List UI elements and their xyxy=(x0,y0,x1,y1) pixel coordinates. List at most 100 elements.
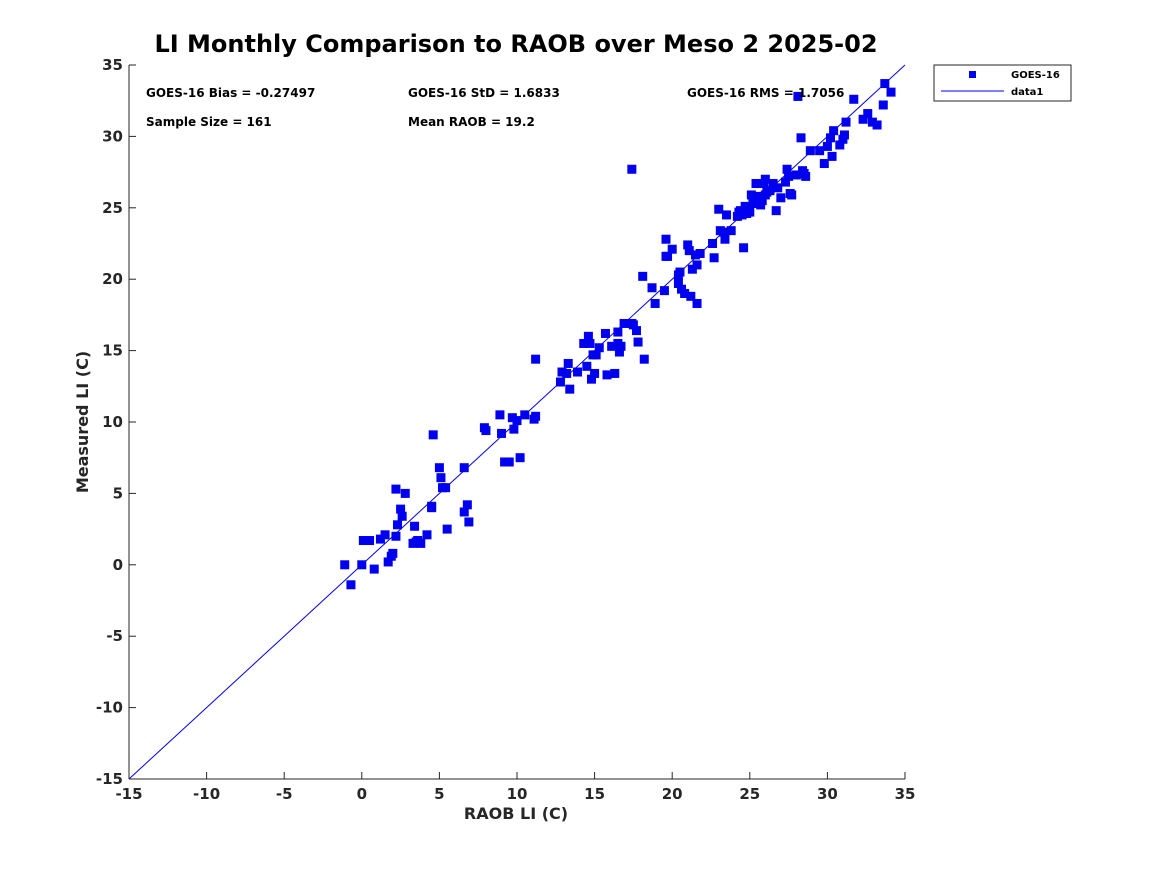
scatter-point xyxy=(726,226,736,236)
x-ticks: -15 -10 -5 0 5 10 15 20 25 30 35 xyxy=(115,772,915,803)
scatter-point xyxy=(610,368,620,378)
scatter-point xyxy=(391,531,401,541)
scatter-point xyxy=(805,146,815,156)
scatter-point xyxy=(428,430,438,440)
scatter-point xyxy=(340,560,350,570)
scatter-point xyxy=(835,140,845,150)
scatter-point xyxy=(695,248,705,258)
scatter-point xyxy=(388,548,398,558)
scatter-point xyxy=(555,377,565,387)
scatter-point xyxy=(515,453,525,463)
scatter-point xyxy=(594,343,604,353)
scatter-point xyxy=(442,524,452,534)
scatter-point xyxy=(787,190,797,200)
scatter-point xyxy=(586,374,596,384)
y-tick-label: 35 xyxy=(102,56,123,74)
scatter-point xyxy=(427,503,437,513)
x-tick-label: 20 xyxy=(662,785,683,803)
scatter-point xyxy=(459,463,469,473)
scatter-point xyxy=(562,368,572,378)
scatter-point xyxy=(619,318,629,328)
scatter-point xyxy=(481,426,491,436)
scatter-point xyxy=(416,538,426,548)
scatter-point xyxy=(346,580,356,590)
scatter-point xyxy=(573,367,583,377)
x-tick-label: 10 xyxy=(507,785,528,803)
scatter-point xyxy=(791,170,801,180)
scatter-point xyxy=(841,117,851,127)
stat-mean-raob: Mean RAOB = 19.2 xyxy=(408,115,535,129)
scatter-point xyxy=(512,416,522,426)
scatter-point xyxy=(872,120,882,130)
y-tick-label: 0 xyxy=(113,556,123,574)
chart-title: LI Monthly Comparison to RAOB over Meso … xyxy=(154,30,877,58)
scatter-point xyxy=(627,164,637,174)
scatter-point xyxy=(650,298,660,308)
y-tick-label: 20 xyxy=(102,270,123,288)
scatter-point xyxy=(708,239,718,248)
scatter-point xyxy=(397,511,407,521)
legend: GOES-16 data1 xyxy=(933,64,1072,102)
scatter-point xyxy=(579,338,589,348)
scatter-point xyxy=(661,234,671,244)
scatter-point xyxy=(771,206,781,216)
scatter-point xyxy=(495,410,505,420)
y-tick-label: 10 xyxy=(102,413,123,431)
scatter-point xyxy=(886,87,896,97)
scatter-point xyxy=(647,283,657,293)
scatter-point xyxy=(720,234,730,244)
y-ticks: -15 -10 -5 0 5 10 15 20 25 30 35 xyxy=(96,56,136,788)
scatter-point xyxy=(692,260,702,270)
scatter-point xyxy=(441,483,451,493)
x-tick-label: -5 xyxy=(276,785,293,803)
scatter-point xyxy=(878,100,888,110)
scatter-point xyxy=(880,79,890,89)
scatter-point xyxy=(391,484,401,494)
scatter-point xyxy=(602,370,612,380)
scatter-point xyxy=(796,133,806,143)
scatter-point xyxy=(722,210,732,220)
scatter-point xyxy=(590,368,600,378)
y-axis-label: Measured LI (C) xyxy=(73,351,92,493)
y-tick-label: 25 xyxy=(102,199,123,217)
stats-annotations: GOES-16 Bias = -0.27497 GOES-16 StD = 1.… xyxy=(146,86,844,129)
scatter-point xyxy=(760,174,770,184)
scatter-point xyxy=(793,91,803,101)
scatter-point xyxy=(734,207,744,217)
scatter-point xyxy=(583,331,593,341)
scatter-point xyxy=(745,207,755,217)
scatter-point xyxy=(680,288,690,298)
scatter-point xyxy=(829,126,839,136)
scatter-point xyxy=(422,530,432,540)
scatter-point xyxy=(531,354,541,364)
scatter-point xyxy=(776,193,786,203)
scatter-point xyxy=(756,200,766,210)
scatter-point xyxy=(434,463,444,473)
scatter-point xyxy=(784,171,794,181)
scatter-point xyxy=(667,244,677,254)
scatter-point xyxy=(661,251,671,261)
scatter-point xyxy=(827,151,837,161)
scatter-point xyxy=(591,350,601,360)
scatter-point xyxy=(365,536,375,546)
scatter-point xyxy=(863,109,873,119)
x-tick-label: 30 xyxy=(817,785,838,803)
scatter-point xyxy=(714,204,724,214)
y-tick-label: 15 xyxy=(102,342,123,360)
y-tick-label: -15 xyxy=(96,770,123,788)
scatter-point xyxy=(867,117,877,127)
x-tick-label: 15 xyxy=(584,785,605,803)
scatter-point xyxy=(459,507,469,517)
scatter-point xyxy=(684,246,694,256)
y-tick-label: -10 xyxy=(96,699,123,717)
scatter-point xyxy=(709,253,719,263)
scatter-point xyxy=(500,457,510,467)
stat-sample-size: Sample Size = 161 xyxy=(146,115,272,129)
scatter-point xyxy=(585,338,595,348)
scatter-point xyxy=(531,411,541,421)
scatter-point xyxy=(375,534,385,544)
scatter-point xyxy=(692,298,702,308)
y-tick-label: 30 xyxy=(102,127,123,145)
stat-bias: GOES-16 Bias = -0.27497 xyxy=(146,86,315,100)
